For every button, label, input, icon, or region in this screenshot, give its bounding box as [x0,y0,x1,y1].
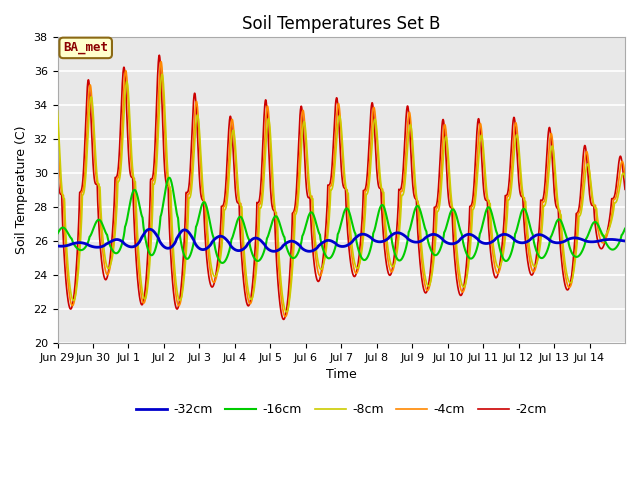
-4cm [54,123,61,129]
-2cm [54,167,61,172]
-16cm [614,243,621,249]
-4cm [282,314,289,320]
Line: -4cm: -4cm [58,61,625,317]
Line: -2cm: -2cm [58,55,625,319]
-4cm [614,188,621,193]
-32cm [614,237,621,243]
-4cm [513,122,520,128]
-8cm [376,169,383,175]
-32cm [513,239,520,244]
-8cm [621,174,629,180]
-16cm [165,175,173,180]
-2cm [545,128,552,133]
Legend: -32cm, -16cm, -8cm, -4cm, -2cm: -32cm, -16cm, -8cm, -4cm, -2cm [131,398,552,421]
-8cm [283,309,291,315]
Title: Soil Temperatures Set B: Soil Temperatures Set B [242,15,440,33]
-32cm [621,238,629,244]
-8cm [54,108,61,114]
-8cm [110,240,118,246]
-4cm [157,59,165,64]
-8cm [513,132,520,138]
-2cm [233,199,241,204]
-16cm [218,260,226,266]
-4cm [233,181,241,187]
-16cm [234,218,241,224]
X-axis label: Time: Time [326,368,356,381]
-16cm [621,226,629,231]
-32cm [146,227,154,232]
-16cm [110,250,118,255]
-32cm [110,237,118,243]
-2cm [280,316,287,322]
-8cm [614,196,621,202]
-16cm [376,205,383,211]
Line: -16cm: -16cm [58,178,625,263]
-2cm [621,186,629,192]
-8cm [545,173,552,179]
-8cm [158,72,166,77]
-16cm [513,228,520,233]
-2cm [513,143,520,148]
-4cm [110,229,118,235]
-4cm [545,153,552,158]
-16cm [54,231,61,237]
-4cm [376,180,383,185]
-32cm [270,249,278,254]
Line: -8cm: -8cm [58,74,625,312]
-4cm [621,173,629,179]
Text: BA_met: BA_met [63,41,108,54]
-16cm [545,244,552,250]
Line: -32cm: -32cm [58,229,625,252]
-32cm [54,243,61,249]
-2cm [156,52,163,58]
-2cm [614,173,621,179]
-2cm [110,200,118,205]
-8cm [233,166,241,172]
-32cm [233,248,241,253]
Y-axis label: Soil Temperature (C): Soil Temperature (C) [15,126,28,254]
-2cm [376,185,383,191]
-32cm [376,239,383,245]
-32cm [545,236,552,242]
